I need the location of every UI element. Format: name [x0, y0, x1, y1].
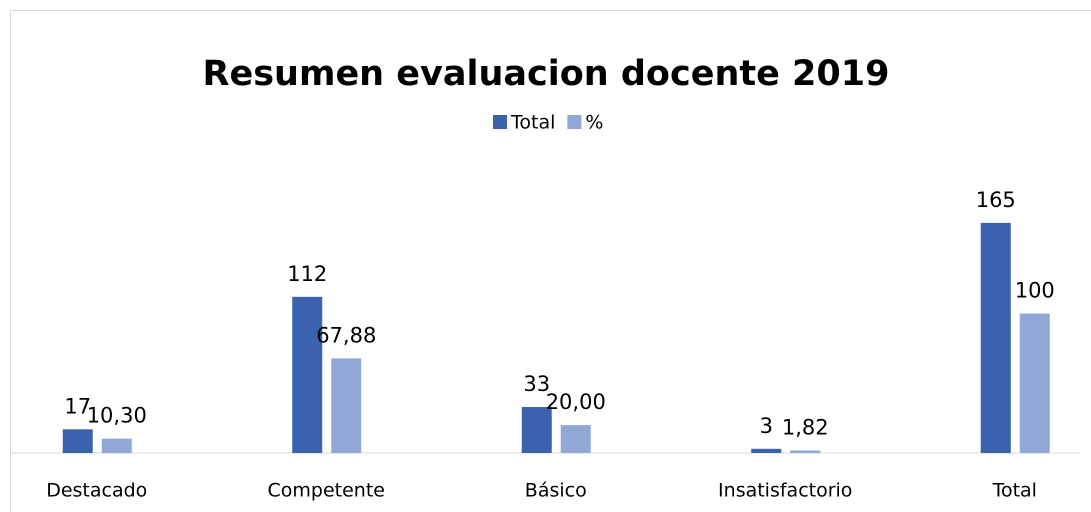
chart-title: Resumen evaluacion docente 2019 — [203, 54, 890, 94]
bar — [292, 296, 323, 453]
bar — [101, 438, 132, 453]
legend-swatch — [493, 115, 507, 129]
x-tick-label: Insatisfactorio — [718, 480, 852, 502]
data-label: 10,30 — [87, 404, 147, 428]
bar — [751, 448, 782, 453]
x-tick-label: Competente — [268, 480, 385, 502]
bar — [560, 425, 591, 453]
bar — [1019, 313, 1050, 453]
chart-frame — [10, 10, 1091, 512]
bar — [331, 358, 362, 453]
data-label: 100 — [1015, 279, 1055, 303]
bar — [62, 429, 93, 453]
bar — [980, 222, 1011, 453]
data-label: 33 — [523, 372, 550, 396]
data-label: 112 — [287, 262, 327, 286]
bar — [790, 450, 821, 453]
legend-swatch — [567, 115, 582, 129]
data-label: 20,00 — [546, 390, 606, 414]
data-label: 17 — [64, 394, 91, 418]
x-tick-label: Total — [992, 480, 1037, 502]
data-label: 3 — [760, 414, 773, 438]
x-tick-label: Destacado — [46, 480, 147, 502]
x-tick-label: Básico — [525, 480, 587, 502]
bar — [521, 406, 552, 453]
legend-label: Total — [510, 112, 555, 134]
data-label: 67,88 — [316, 323, 376, 347]
data-label: 165 — [976, 188, 1016, 212]
legend-label: % — [585, 112, 603, 134]
data-label: 1,82 — [782, 415, 829, 439]
